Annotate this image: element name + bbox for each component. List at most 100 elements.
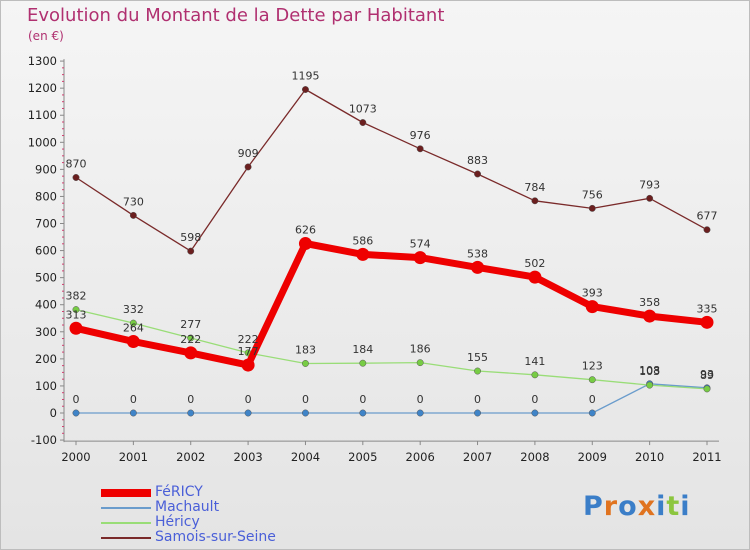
data-label-samois: 909: [238, 147, 259, 160]
x-tick-label: 2006: [406, 450, 435, 464]
legend-label-samois: Samois-sur-Seine: [155, 529, 276, 545]
data-label-machault: 0: [130, 393, 137, 406]
x-tick-label: 2010: [635, 450, 664, 464]
y-tick-label: 200: [35, 352, 57, 366]
x-tick-label: 2007: [463, 450, 492, 464]
data-label-samois: 730: [123, 195, 144, 208]
data-label-hericy: 277: [180, 318, 201, 331]
y-tick-label: 100: [35, 379, 57, 393]
data-point-hericy: [187, 334, 195, 342]
data-point-samois: [416, 145, 424, 153]
data-label-samois: 870: [66, 157, 87, 170]
series-line-samois: [75, 88, 708, 252]
data-label-fericy: 393: [582, 287, 603, 300]
chart-title: Evolution du Montant de la Dette par Hab…: [27, 5, 445, 26]
y-tick-label: 600: [35, 244, 57, 258]
data-labels: 0 0 0 0 0 0 0 0 0 0 108 93 382 332 277 222 183 184 186 155 1…: [66, 70, 718, 406]
x-tick-label: 2002: [176, 450, 205, 464]
data-label-fericy: 222: [180, 333, 201, 346]
data-point-machault: [474, 409, 481, 417]
legend-swatch-hericy: [101, 522, 151, 524]
data-point-hericy: [72, 306, 80, 314]
data-label-fericy: 538: [467, 247, 488, 260]
x-tick-label: 2008: [520, 450, 549, 464]
data-point-fericy: [356, 247, 370, 261]
data-point-hericy: [359, 359, 367, 367]
data-point-machault: [302, 409, 309, 417]
data-point-fericy: [126, 335, 140, 349]
data-point-machault: [187, 409, 195, 417]
series-line-hericy: [75, 308, 708, 390]
data-label-fericy: 177: [238, 345, 259, 358]
legend-swatch-samois: [101, 537, 151, 539]
y-tick-label: 1200: [28, 81, 57, 95]
logo-letter: i: [680, 491, 691, 522]
x-tick-label: 2011: [692, 450, 721, 464]
data-label-machault: 0: [417, 393, 424, 406]
data-point-fericy: [69, 321, 83, 335]
x-tick-label: 2003: [233, 450, 262, 464]
logo-letter: P: [583, 491, 604, 522]
y-tick-label: 700: [35, 217, 57, 231]
data-point-samois: [646, 194, 654, 202]
data-point-fericy: [184, 346, 198, 360]
data-label-machault: 0: [187, 393, 194, 406]
data-label-fericy: 264: [123, 322, 144, 335]
y-tick-label: 400: [35, 298, 57, 312]
data-point-hericy: [588, 376, 596, 384]
data-label-machault: 93: [700, 368, 714, 381]
series-line-fericy: [72, 240, 711, 369]
data-label-samois: 793: [639, 178, 660, 191]
data-label-fericy: 335: [697, 302, 718, 315]
data-point-hericy: [703, 385, 711, 393]
data-label-samois: 677: [697, 210, 718, 223]
data-point-fericy: [241, 358, 255, 372]
logo-letter: x: [637, 491, 657, 522]
y-tick-label: 1100: [28, 108, 57, 122]
y-tick-label: -100: [31, 433, 57, 447]
y-tick-label: 1000: [28, 135, 57, 149]
data-point-samois: [359, 119, 367, 126]
data-point-fericy: [528, 270, 542, 284]
data-point-fericy: [413, 251, 427, 265]
data-point-machault: [129, 409, 137, 417]
data-label-samois: 784: [524, 181, 545, 194]
legend-label-hericy: Héricy: [155, 514, 200, 530]
data-point-fericy: [643, 309, 657, 323]
data-label-fericy: 358: [639, 296, 660, 309]
data-label-hericy: 103: [639, 365, 660, 378]
data-point-samois: [588, 204, 596, 212]
data-label-samois: 756: [582, 188, 603, 201]
data-point-fericy: [700, 315, 714, 329]
data-label-fericy: 502: [524, 257, 545, 270]
data-label-fericy: 313: [66, 308, 87, 321]
data-point-samois: [474, 170, 481, 178]
legend-label-machault: Machault: [155, 499, 220, 515]
data-label-hericy: 222: [238, 333, 259, 346]
logo-letter: i: [656, 491, 667, 522]
data-label-hericy: 184: [352, 343, 373, 356]
data-label-machault: 0: [474, 393, 481, 406]
data-label-machault: 0: [302, 393, 309, 406]
data-point-samois: [244, 163, 252, 171]
data-label-hericy: 186: [410, 343, 431, 356]
logo-letter: o: [618, 491, 638, 522]
data-point-machault: [416, 409, 424, 417]
y-tick-label: 1300: [28, 54, 57, 68]
data-label-hericy: 89: [700, 369, 714, 382]
y-tick-label: 800: [35, 189, 57, 203]
x-tick-label: 2009: [578, 450, 607, 464]
axes: [60, 59, 719, 446]
data-point-samois: [302, 86, 309, 93]
data-label-hericy: 183: [295, 343, 316, 356]
x-tick-label: 2001: [119, 450, 148, 464]
data-label-machault: 0: [531, 393, 538, 406]
proxiti-logo: Proxiti: [583, 491, 691, 522]
data-label-hericy: 332: [123, 303, 144, 316]
data-point-hericy: [531, 371, 539, 379]
data-point-hericy: [302, 360, 309, 367]
data-point-hericy: [646, 381, 654, 389]
x-tick-label: 2000: [61, 450, 90, 464]
data-point-hericy: [129, 319, 137, 327]
data-label-machault: 0: [359, 393, 366, 406]
